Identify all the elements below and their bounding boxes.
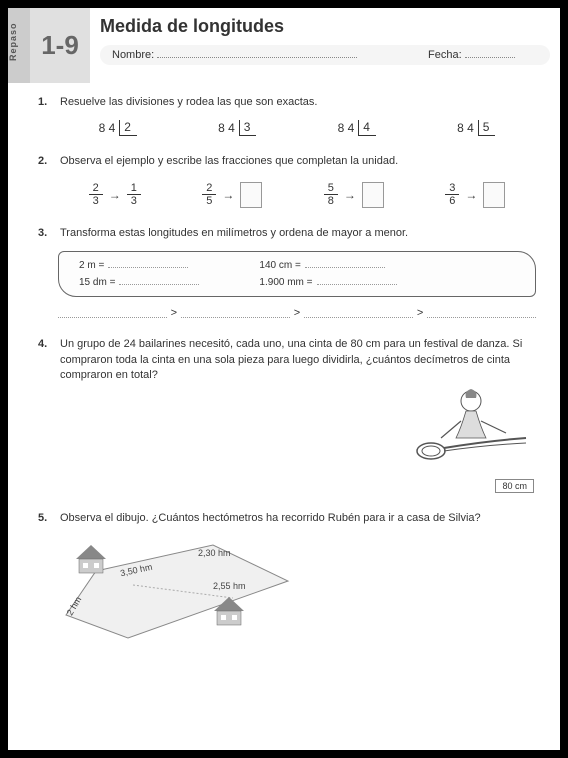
conv-label: 140 cm =	[259, 260, 300, 271]
fraction-group: 23 → 13	[89, 182, 141, 207]
fraction: 58	[324, 182, 338, 207]
question-3: 3. Transforma estas longitudes en milíme…	[38, 226, 536, 319]
division-item[interactable]: 8 4 2	[99, 120, 137, 136]
arrow-icon: →	[109, 188, 121, 202]
q1-text: Resuelve las divisiones y rodea las que …	[60, 95, 536, 110]
map-illustration: 3,50 hm 2,30 hm 2,55 hm 2 hm	[58, 533, 318, 648]
question-5: 5. Observa el dibujo. ¿Cuántos hectómetr…	[38, 511, 536, 647]
cm-label: 80 cm	[495, 479, 534, 493]
answer-blank[interactable]	[119, 284, 199, 285]
dancer-illustration: 80 cm	[396, 383, 536, 493]
lesson-number: 1-9	[30, 8, 90, 83]
fraction-group: 58 →	[324, 182, 384, 208]
dividend: 8 4	[338, 121, 355, 135]
q2-num: 2.	[38, 155, 52, 167]
arrow-icon: →	[465, 188, 477, 202]
answer-box[interactable]	[483, 182, 505, 208]
fraction-group: 36 →	[445, 182, 505, 208]
q1-divisions: 8 4 2 8 4 3 8 4 4 8 4 5	[38, 120, 536, 136]
q4-num: 4.	[38, 338, 52, 350]
ordering-line: > > >	[58, 307, 536, 319]
order-blank[interactable]	[181, 308, 290, 318]
division-item[interactable]: 8 4 5	[457, 120, 495, 136]
division-item[interactable]: 8 4 3	[218, 120, 256, 136]
q5-num: 5.	[38, 512, 52, 524]
question-2: 2. Observa el ejemplo y escribe las frac…	[38, 154, 536, 207]
house-icon	[208, 593, 250, 627]
answer-blank[interactable]	[317, 284, 397, 285]
q4-text: Un grupo de 24 bailarines necesitó, cada…	[60, 337, 536, 383]
question-4: 4. Un grupo de 24 bailarines necesitó, c…	[38, 337, 536, 493]
arrow-icon: →	[222, 188, 234, 202]
fraction: 36	[445, 182, 459, 207]
house-icon	[70, 541, 112, 575]
gt-symbol: >	[417, 307, 423, 319]
answer-blank[interactable]	[108, 267, 188, 268]
q3-num: 3.	[38, 227, 52, 239]
map-distance-c: 2,55 hm	[213, 581, 246, 591]
name-date-row: Nombre: Fecha:	[100, 45, 550, 65]
divisor: 2	[119, 120, 137, 136]
conv-label: 2 m =	[79, 260, 104, 271]
fraction: 23	[89, 182, 103, 207]
answer-blank[interactable]	[305, 267, 385, 268]
order-blank[interactable]	[58, 308, 167, 318]
gt-symbol: >	[294, 307, 300, 319]
header: Repaso 1-9 Medida de longitudes Nombre: …	[8, 8, 560, 83]
q5-text: Observa el dibujo. ¿Cuántos hectómetros …	[60, 511, 536, 526]
order-blank[interactable]	[427, 308, 536, 318]
q1-num: 1.	[38, 96, 52, 108]
repaso-tab: Repaso	[8, 8, 30, 83]
q2-fractions: 23 → 13 25 → 58 → 36 →	[38, 182, 536, 208]
map-distance-b: 2,30 hm	[198, 548, 231, 558]
name-blank[interactable]	[157, 57, 357, 58]
date-blank[interactable]	[465, 57, 515, 58]
dividend: 8 4	[99, 121, 116, 135]
divisor: 4	[358, 120, 376, 136]
name-label: Nombre:	[112, 49, 154, 61]
q3-text: Transforma estas longitudes en milímetro…	[60, 226, 536, 241]
worksheet-page: Repaso 1-9 Medida de longitudes Nombre: …	[8, 8, 560, 750]
divisor: 5	[478, 120, 496, 136]
division-item[interactable]: 8 4 4	[338, 120, 376, 136]
dancer-svg-icon	[396, 383, 536, 473]
gt-symbol: >	[171, 307, 177, 319]
name-field: Nombre:	[112, 49, 418, 61]
content: 1. Resuelve las divisiones y rodea las q…	[8, 83, 560, 660]
answer-box[interactable]	[240, 182, 262, 208]
conv-label: 15 dm =	[79, 277, 115, 288]
title-area: Medida de longitudes Nombre: Fecha:	[90, 8, 560, 83]
arrow-icon: →	[344, 188, 356, 202]
conv-label: 1.900 mm =	[259, 277, 312, 288]
fraction: 25	[202, 182, 216, 207]
date-field: Fecha:	[428, 49, 538, 61]
divisor: 3	[239, 120, 257, 136]
conversion-banner: 2 m = 15 dm = 140 cm = 1.900 mm =	[58, 251, 536, 297]
date-label: Fecha:	[428, 49, 462, 61]
fraction-group: 25 →	[202, 182, 262, 208]
page-title: Medida de longitudes	[100, 16, 550, 37]
fraction-answer: 13	[127, 182, 141, 207]
answer-box[interactable]	[362, 182, 384, 208]
dividend: 8 4	[218, 121, 235, 135]
question-1: 1. Resuelve las divisiones y rodea las q…	[38, 95, 536, 136]
q2-text: Observa el ejemplo y escribe las fraccio…	[60, 154, 536, 169]
banner-right-col: 140 cm = 1.900 mm =	[259, 260, 396, 288]
order-blank[interactable]	[304, 308, 413, 318]
dividend: 8 4	[457, 121, 474, 135]
banner-left-col: 2 m = 15 dm =	[79, 260, 199, 288]
